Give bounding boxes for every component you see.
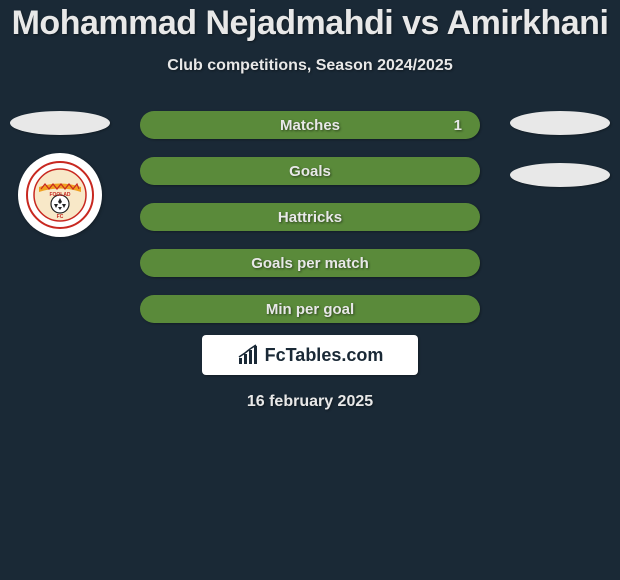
stat-row-hattricks: Hattricks	[140, 203, 480, 231]
club-badge-left: FOOLAD FC	[18, 153, 102, 237]
foolad-fc-crest-icon: FOOLAD FC	[25, 160, 95, 230]
stat-label: Matches	[280, 117, 340, 134]
stats-area: FOOLAD FC Matches 1 Goals Hattricks Goal…	[0, 111, 620, 323]
right-column	[500, 111, 620, 187]
stat-value: 1	[454, 117, 462, 134]
player-right-indicator-2	[510, 163, 610, 187]
page-title: Mohammad Nejadmahdi vs Amirkhani	[12, 4, 609, 43]
stat-label: Goals per match	[251, 255, 369, 272]
stat-row-goals-per-match: Goals per match	[140, 249, 480, 277]
stat-label: Hattricks	[278, 209, 342, 226]
stat-label: Min per goal	[266, 301, 354, 318]
svg-text:FC: FC	[57, 214, 64, 220]
stat-row-matches: Matches 1	[140, 111, 480, 139]
center-column: Matches 1 Goals Hattricks Goals per matc…	[128, 111, 492, 323]
svg-text:FOOLAD: FOOLAD	[49, 192, 70, 198]
branding-box: FcTables.com	[202, 335, 418, 375]
player-right-indicator-1	[510, 111, 610, 135]
page-subtitle: Club competitions, Season 2024/2025	[167, 57, 452, 75]
stat-row-min-per-goal: Min per goal	[140, 295, 480, 323]
bar-chart-icon	[237, 344, 259, 366]
date-label: 16 february 2025	[247, 393, 373, 411]
left-column: FOOLAD FC	[0, 111, 120, 237]
stat-label: Goals	[289, 163, 331, 180]
branding-text: FcTables.com	[265, 345, 384, 366]
comparison-card: Mohammad Nejadmahdi vs Amirkhani Club co…	[0, 0, 620, 411]
player-left-indicator	[10, 111, 110, 135]
stat-row-goals: Goals	[140, 157, 480, 185]
